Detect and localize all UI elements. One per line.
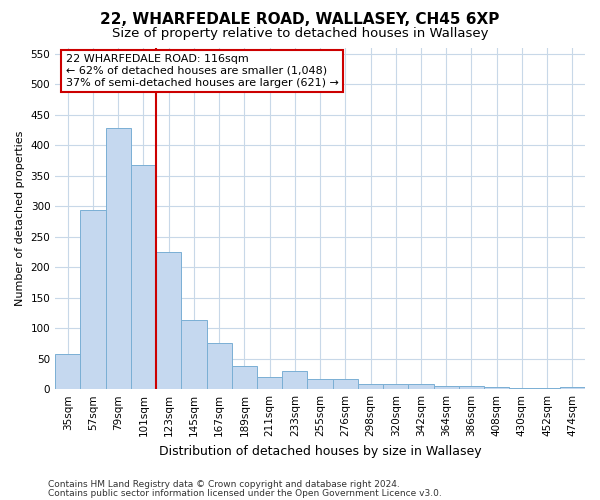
- Bar: [560, 388, 585, 389]
- Text: 22, WHARFEDALE ROAD, WALLASEY, CH45 6XP: 22, WHARFEDALE ROAD, WALLASEY, CH45 6XP: [100, 12, 500, 28]
- Bar: [232, 366, 257, 389]
- Bar: [434, 386, 459, 389]
- Bar: [55, 354, 80, 389]
- Text: 22 WHARFEDALE ROAD: 116sqm
← 62% of detached houses are smaller (1,048)
37% of s: 22 WHARFEDALE ROAD: 116sqm ← 62% of deta…: [66, 54, 338, 88]
- Bar: [484, 386, 509, 389]
- Bar: [332, 379, 358, 389]
- Bar: [358, 384, 383, 389]
- Bar: [80, 210, 106, 389]
- Y-axis label: Number of detached properties: Number of detached properties: [15, 130, 25, 306]
- Bar: [383, 384, 409, 389]
- Bar: [156, 252, 181, 389]
- Bar: [535, 388, 560, 389]
- Text: Contains HM Land Registry data © Crown copyright and database right 2024.: Contains HM Land Registry data © Crown c…: [48, 480, 400, 489]
- X-axis label: Distribution of detached houses by size in Wallasey: Distribution of detached houses by size …: [159, 444, 481, 458]
- Bar: [459, 386, 484, 389]
- Bar: [282, 372, 307, 389]
- Text: Size of property relative to detached houses in Wallasey: Size of property relative to detached ho…: [112, 28, 488, 40]
- Bar: [106, 128, 131, 389]
- Bar: [206, 344, 232, 389]
- Bar: [307, 380, 332, 389]
- Bar: [509, 388, 535, 389]
- Bar: [257, 377, 282, 389]
- Bar: [409, 384, 434, 389]
- Bar: [131, 164, 156, 389]
- Text: Contains public sector information licensed under the Open Government Licence v3: Contains public sector information licen…: [48, 488, 442, 498]
- Bar: [181, 320, 206, 389]
